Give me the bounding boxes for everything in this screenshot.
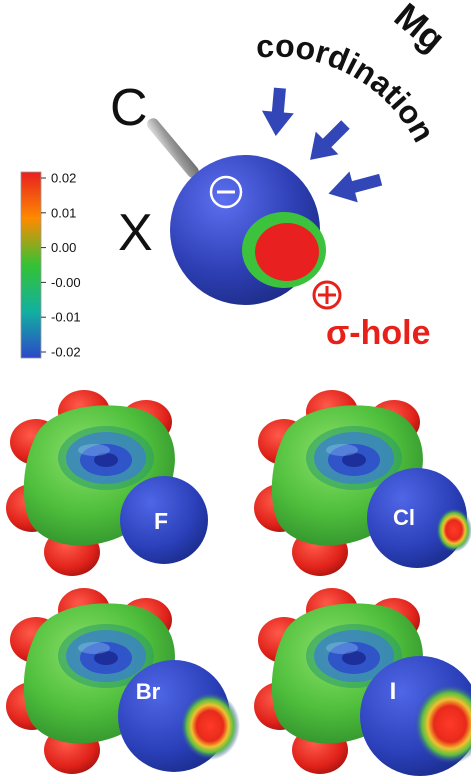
chlorine-sigma-hole (436, 508, 471, 552)
arrow-icon (328, 171, 383, 203)
colorbar-tick-label: 0.01 (51, 205, 76, 220)
colorbar-tick-label: -0.02 (51, 345, 81, 360)
colorbar-tick-label: -0.01 (51, 310, 81, 325)
iodine-sigma-hole (414, 684, 471, 764)
sigma-hole-schematic: C X σ-hole Mg coordination (110, 0, 453, 352)
colorbar-gradient (20, 171, 42, 359)
sigma-hole-red (255, 223, 319, 281)
molecule-label-br: Br (136, 679, 161, 704)
sigma-hole-label: σ-hole (326, 314, 430, 352)
minus-symbol-icon (209, 175, 243, 209)
molecule-label-i: I (390, 678, 397, 705)
colorbar-tick-label: 0.02 (51, 171, 76, 186)
coordination-arrows (261, 87, 383, 203)
colorbar-tick-label: -0.00 (51, 275, 81, 290)
molecule-f: F (6, 390, 208, 576)
colorbar-tick-label: 0.00 (51, 240, 76, 255)
c-x-bond-rod (147, 118, 199, 178)
molecule-cl: Cl (254, 390, 471, 576)
arrow-icon (310, 120, 350, 160)
molecule-label-cl: Cl (393, 505, 415, 530)
molecule-i: I (254, 588, 471, 776)
mg-label: Mg (387, 0, 453, 60)
colorbar: 0.02 0.01 0.00 -0.00 -0.01 -0.02 (20, 171, 81, 360)
halogen-label: X (118, 204, 153, 262)
molecule-label-f: F (154, 508, 168, 534)
plus-symbol-icon (312, 280, 342, 310)
molecule-br: Br (6, 588, 240, 774)
bromine-sigma-hole (180, 692, 240, 760)
arrow-icon (261, 87, 294, 136)
carbon-label: C (110, 79, 148, 137)
colorbar-ticks: 0.02 0.01 0.00 -0.00 -0.01 -0.02 (41, 171, 81, 360)
fluorine-sphere (120, 476, 208, 564)
